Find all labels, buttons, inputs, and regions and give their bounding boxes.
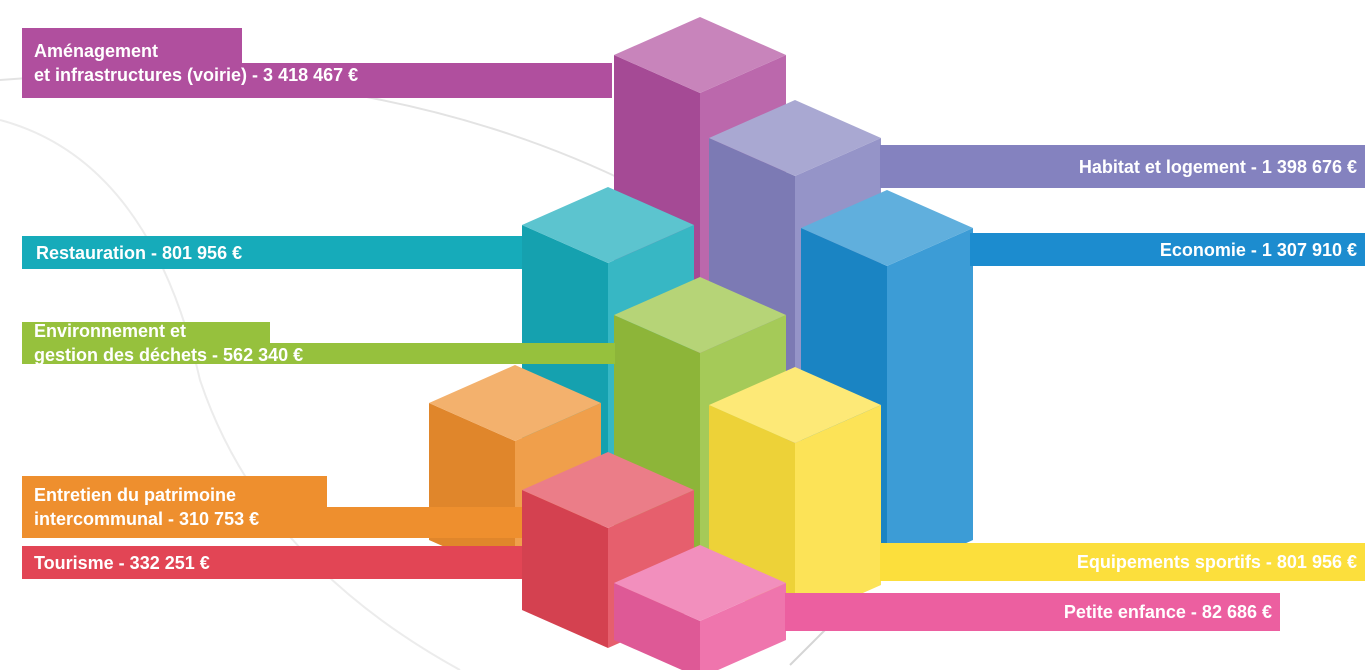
background-ground-line	[789, 624, 831, 666]
label-text-restauration: Restauration - 801 956 €	[36, 243, 243, 263]
label-banner-bar	[880, 145, 1365, 188]
label-text-amenagement: et infrastructures (voirie) - 3 418 467 …	[34, 65, 359, 85]
bar-top-face	[614, 17, 786, 93]
label-banner-habitat	[880, 145, 1365, 188]
bar-top-face	[614, 545, 786, 621]
bar-top-face	[801, 190, 973, 266]
label-banner-environnement	[22, 322, 615, 364]
bar-right-face	[700, 583, 786, 670]
label-banner-bar	[22, 63, 612, 98]
label-text-tourisme: Tourisme - 332 251 €	[34, 553, 210, 573]
label-banner-bar	[880, 543, 1365, 581]
labels-layer	[22, 28, 1365, 631]
bar-left-face	[614, 583, 700, 670]
label-banner-tourisme	[22, 546, 522, 579]
label-banner-bar	[22, 507, 522, 538]
label-text-amenagement: Aménagement	[34, 41, 159, 61]
bars-layer	[429, 17, 973, 670]
bar-top-face	[522, 187, 694, 263]
bar-top-face	[709, 367, 881, 443]
bar-top-face	[614, 277, 786, 353]
label-banner-restauration	[22, 236, 522, 269]
label-text-entretien: intercommunal - 310 753 €	[34, 509, 260, 529]
bar-top-face	[709, 100, 881, 176]
bar-petite_enfance	[614, 545, 786, 670]
label-banner-equipements	[880, 543, 1365, 581]
label-text-equipements: Equipements sportifs - 801 956 €	[1076, 552, 1357, 572]
label-text-habitat: Habitat et logement - 1 398 676 €	[1078, 157, 1357, 177]
label-banner-bar	[785, 593, 1280, 631]
label-banner-bar	[22, 546, 522, 579]
label-banner-bar	[22, 236, 522, 269]
label-banner-economie	[970, 233, 1365, 266]
label-text-environnement: Environnement et	[34, 321, 187, 341]
label-text-petite_enfance: Petite enfance - 82 686 €	[1063, 602, 1272, 622]
bar-right-face	[887, 228, 973, 578]
label-banner-petite_enfance	[785, 593, 1280, 631]
label-text-entretien: Entretien du patrimoine	[34, 485, 237, 505]
label-banner-bar	[22, 343, 615, 364]
bar-right-face	[795, 405, 881, 623]
background-arc	[0, 119, 461, 670]
bar-equipements	[709, 367, 881, 623]
bar-top-face	[522, 452, 694, 528]
label-text-environnement: gestion des déchets - 562 340 €	[34, 345, 304, 365]
label-text-economie: Economie - 1 307 910 €	[1159, 240, 1357, 260]
label-banner-amenagement	[22, 28, 612, 98]
bar-top-face	[429, 365, 601, 441]
label-banner-entretien	[22, 476, 522, 538]
label-banner-bar	[970, 233, 1365, 266]
bar-left-face	[522, 490, 608, 648]
